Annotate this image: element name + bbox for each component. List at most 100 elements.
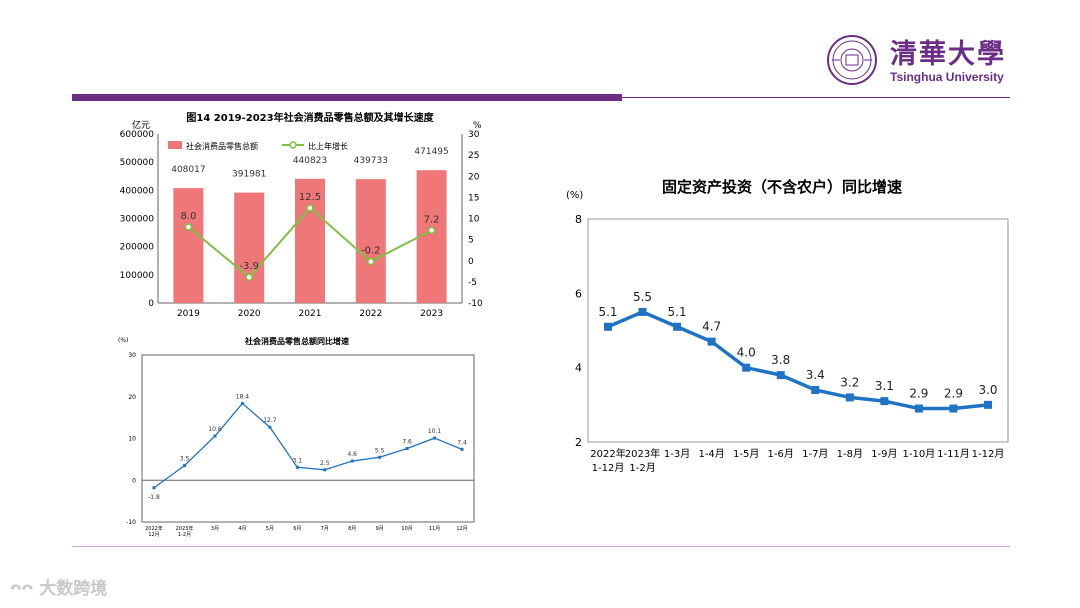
y-tick-label: 30 xyxy=(128,352,136,359)
data-value-label: 10.1 xyxy=(428,428,442,435)
y-tick-label-right: 25 xyxy=(468,151,479,161)
data-value-label: 3.8 xyxy=(771,353,790,367)
growth-point xyxy=(306,204,314,212)
x-tick-label: 4月 xyxy=(238,526,246,532)
data-point xyxy=(984,400,992,409)
legend-marker-line xyxy=(289,141,297,149)
data-value-label: 3.0 xyxy=(978,383,997,397)
y-axis-label: (%) xyxy=(118,337,128,344)
y-tick-label-right: -10 xyxy=(468,299,483,309)
data-point xyxy=(914,404,923,413)
bar-value-label: 439733 xyxy=(354,156,388,166)
y-tick-label: 6 xyxy=(575,287,582,300)
data-point xyxy=(350,459,354,463)
x-tick-label: 1-7月 xyxy=(802,448,828,460)
x-tick-label: 2023年 1-2月 xyxy=(625,447,660,474)
x-tick-label: 2022 xyxy=(359,309,382,319)
bar xyxy=(234,192,265,303)
x-tick-label: 1-12月 xyxy=(972,448,1005,460)
watermark-icon: ᴖᴖ xyxy=(10,579,34,599)
x-tick-line: 6月 xyxy=(293,526,301,532)
x-tick-line: 10月 xyxy=(401,526,412,532)
x-tick-line: 8月 xyxy=(348,526,356,532)
x-tick-line: 3月 xyxy=(211,526,219,532)
data-value-label: 3.5 xyxy=(180,456,190,463)
x-tick-label: 2020 xyxy=(238,309,261,319)
x-tick-line: 2023年 xyxy=(176,525,194,532)
y-tick-label: -10 xyxy=(126,519,136,526)
growth-point xyxy=(184,223,193,231)
x-tick-label: 12月 xyxy=(456,526,467,532)
growth-value-label: 7.2 xyxy=(424,214,440,225)
x-tick-label: 8月 xyxy=(348,526,356,532)
y-axis-label-right: % xyxy=(473,121,482,131)
x-tick-line: 2022年 xyxy=(145,525,163,532)
plot-frame xyxy=(587,218,1009,443)
seal-icon xyxy=(827,35,877,85)
bar xyxy=(173,188,204,303)
x-tick-label: 2019 xyxy=(177,309,200,319)
x-tick-line: 1-11月 xyxy=(937,448,970,460)
data-point xyxy=(405,447,409,451)
growth-value-label: 8.0 xyxy=(180,211,196,222)
data-value-label: 7.6 xyxy=(402,439,412,446)
y-tick-label-left: 300000 xyxy=(120,215,155,225)
header-line xyxy=(622,97,1010,98)
x-tick-line: 12月 xyxy=(148,532,159,538)
data-point xyxy=(638,307,647,316)
y-tick-label: 4 xyxy=(575,362,582,375)
data-value-label: 5.5 xyxy=(375,447,385,454)
y-tick-label: 2 xyxy=(575,436,582,449)
x-tick-line: 2022年 xyxy=(590,447,625,460)
data-point xyxy=(604,322,612,331)
legend-label-bar: 社会消费品零售总额 xyxy=(186,141,258,151)
bar xyxy=(295,178,325,303)
data-point xyxy=(240,401,244,405)
y-tick-label: 0 xyxy=(132,477,136,484)
x-tick-label: 9月 xyxy=(376,526,384,532)
x-tick-line: 1-8月 xyxy=(837,448,863,460)
x-tick-line: 1-5月 xyxy=(733,448,759,460)
x-tick-line: 1-4月 xyxy=(698,448,724,460)
x-tick-line: 2023年 xyxy=(625,447,660,460)
bar-value-label: 391981 xyxy=(232,170,266,180)
data-value-label: 3.1 xyxy=(875,379,894,393)
data-value-label: 5.5 xyxy=(633,290,652,304)
data-point xyxy=(323,468,327,472)
x-tick-label: 10月 xyxy=(401,526,412,532)
y-tick-label-left: 200000 xyxy=(120,243,155,253)
x-tick-line: 12月 xyxy=(456,526,467,532)
x-tick-line: 1-12月 xyxy=(972,448,1005,460)
data-value-label: 7.4 xyxy=(457,439,467,446)
growth-value-label: 12.5 xyxy=(299,192,321,203)
data-point xyxy=(742,363,751,372)
x-tick-line: 5月 xyxy=(266,526,274,532)
data-point xyxy=(460,447,464,451)
logo-english-name: Tsinghua University xyxy=(890,70,1004,84)
watermark-text: 大数跨境 xyxy=(39,579,108,599)
y-tick-label-left: 600000 xyxy=(120,130,155,140)
x-tick-label: 1-10月 xyxy=(903,448,936,460)
x-tick-label: 2021 xyxy=(299,309,322,319)
y-tick-label: 8 xyxy=(575,213,582,226)
x-tick-label: 11月 xyxy=(429,526,440,532)
data-value-label: 3.1 xyxy=(293,457,303,464)
y-tick-label: 10 xyxy=(128,436,136,443)
data-value-label: 10.6 xyxy=(208,426,222,433)
data-value-label: 5.1 xyxy=(668,305,687,319)
watermark: ᴖᴖ 大数跨境 xyxy=(10,574,107,599)
x-tick-label: 6月 xyxy=(293,526,301,532)
x-tick-line: 1-12月 xyxy=(592,462,625,474)
data-point xyxy=(182,464,186,468)
data-point xyxy=(673,322,682,331)
data-point xyxy=(268,425,272,429)
bar xyxy=(355,179,386,303)
y-axis-label: (%) xyxy=(566,190,583,201)
tsinghua-logo: 清華大學 Tsinghua University xyxy=(818,34,1018,90)
data-value-label: 3.2 xyxy=(840,375,859,389)
y-tick-label-right: 10 xyxy=(468,215,480,225)
footer-line xyxy=(72,546,1010,547)
